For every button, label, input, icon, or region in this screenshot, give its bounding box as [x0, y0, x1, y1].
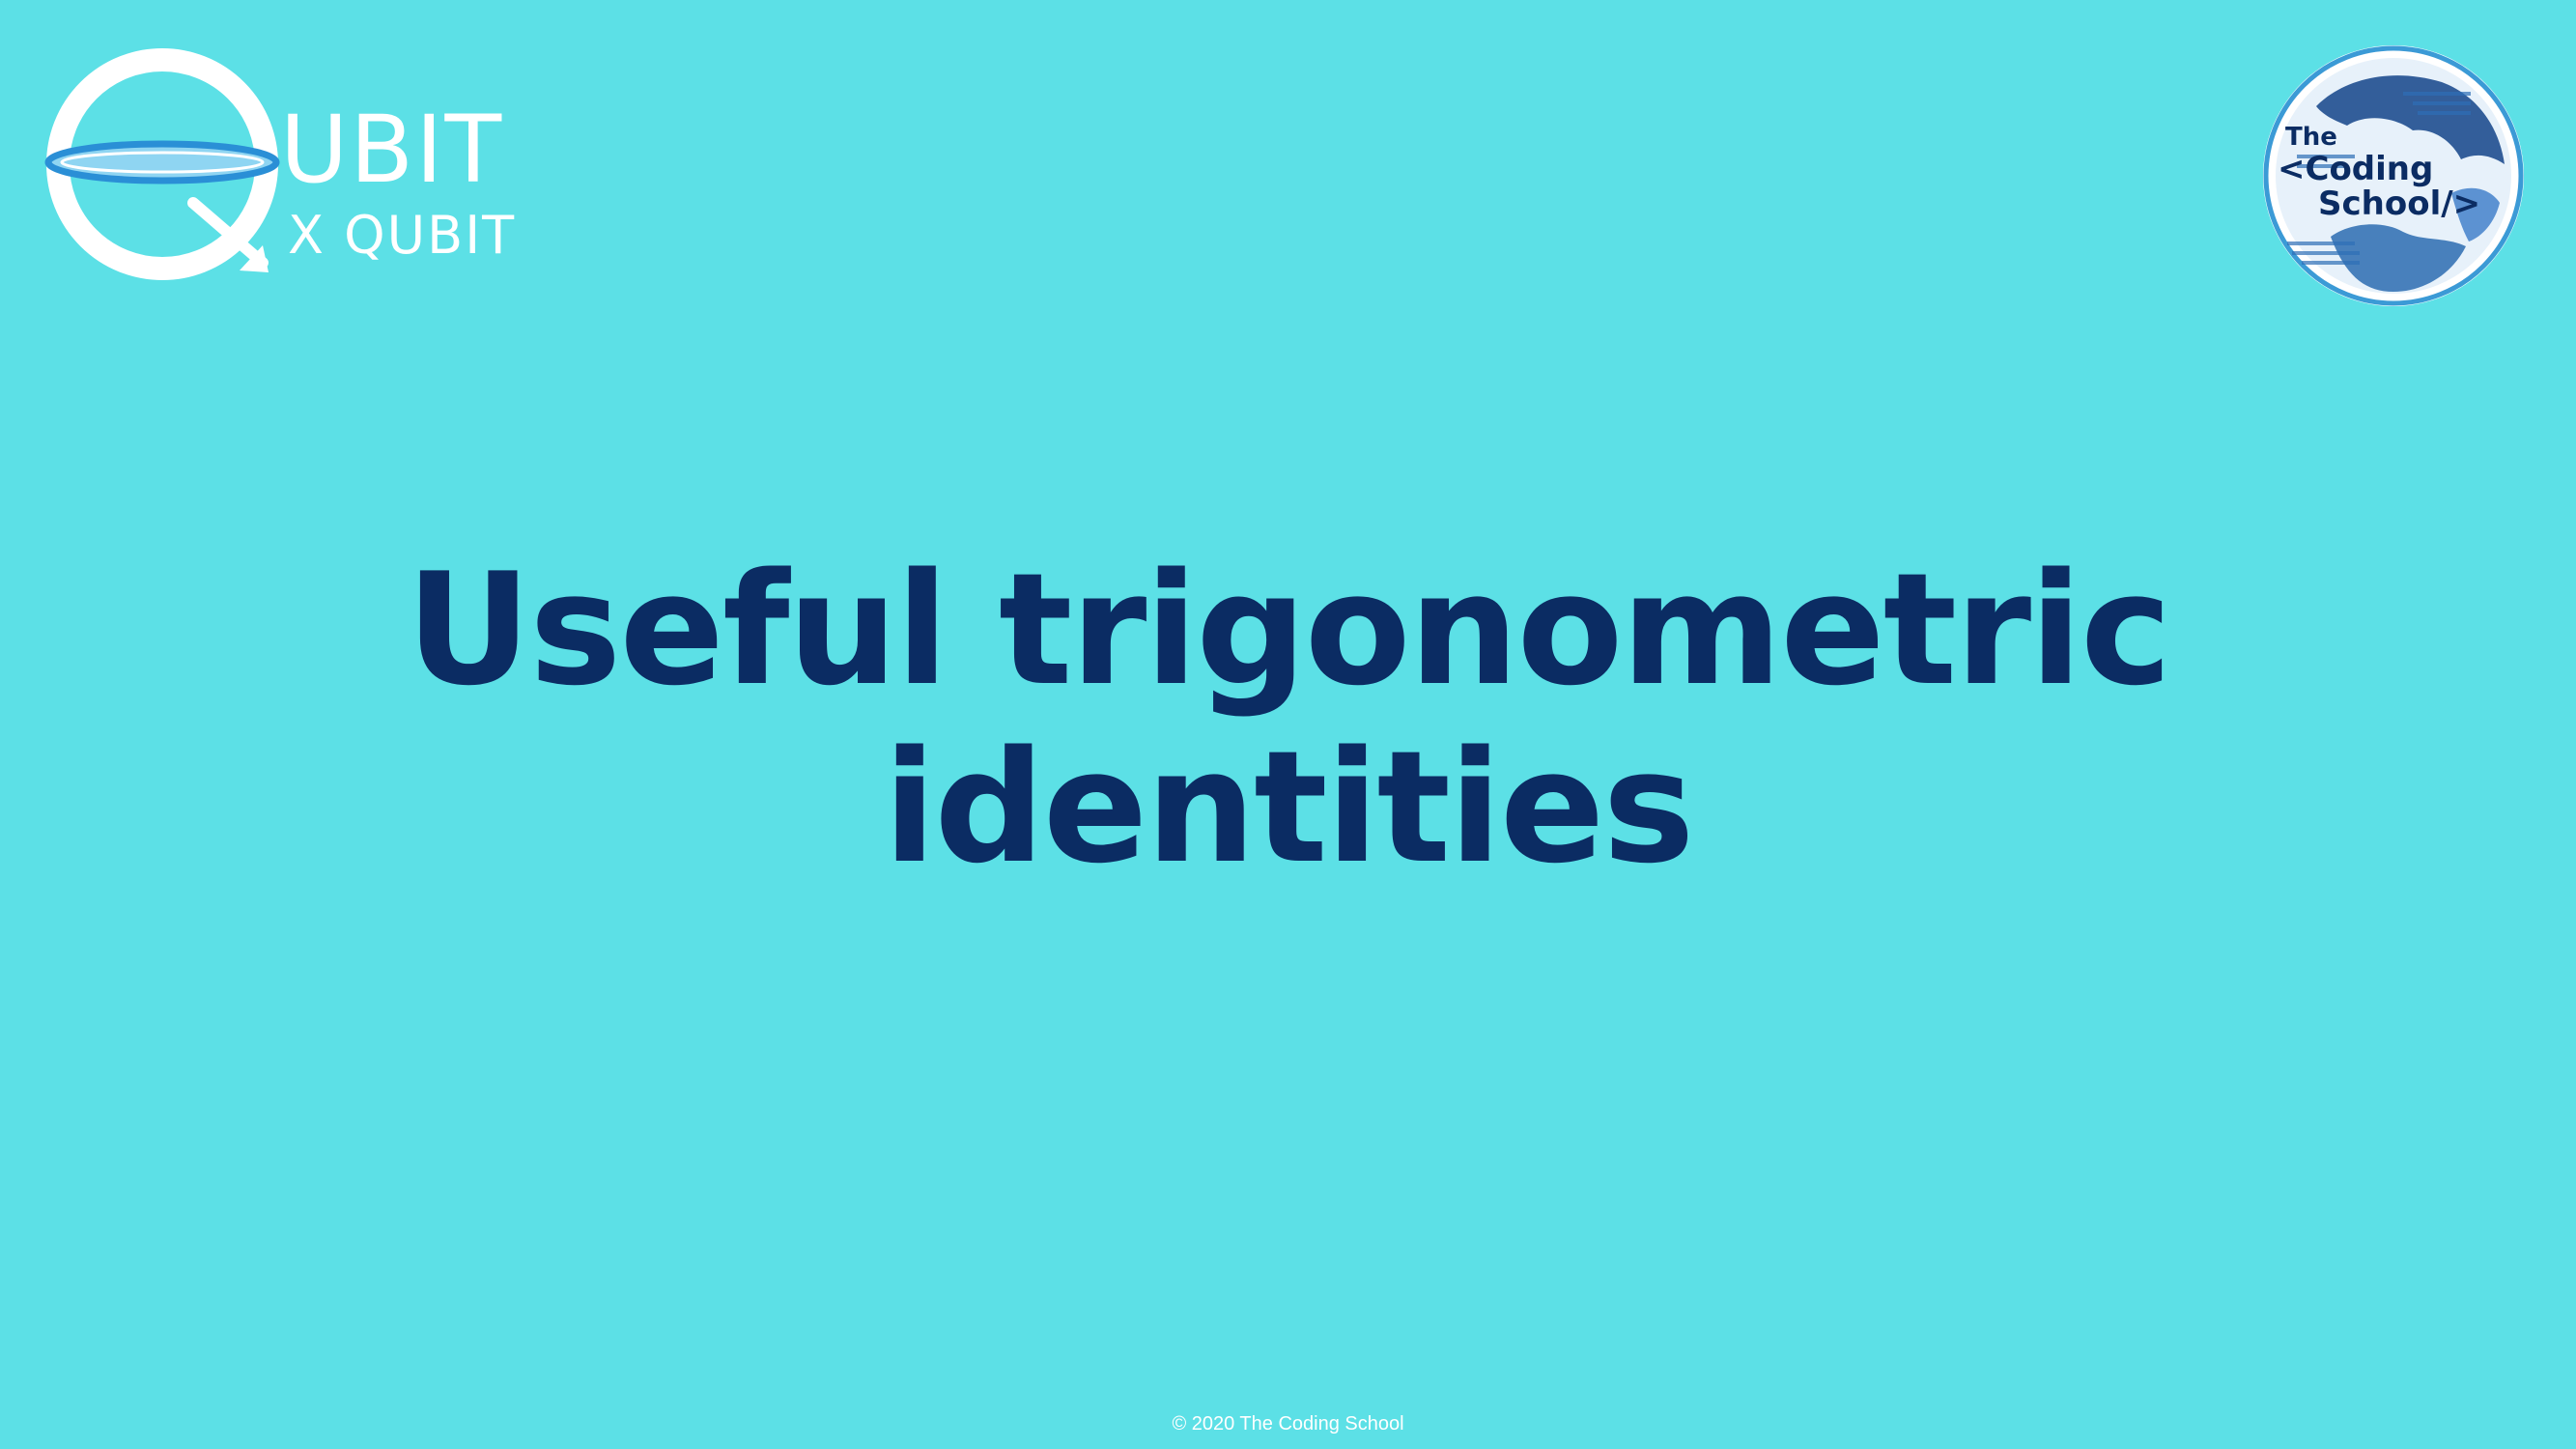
globe-binary-seal-icon: The <Coding School/>	[2263, 45, 2524, 306]
qubit-by-qubit-logo: UBIT X QUBIT	[39, 48, 580, 290]
qubit-q-orbit-icon: UBIT X QUBIT	[44, 48, 516, 280]
qubit-logo-primary-text: UBIT	[280, 96, 503, 204]
coding-school-logo-line-1: The	[2285, 123, 2337, 152]
copyright-footer: © 2020 The Coding School	[1172, 1413, 1404, 1435]
slide-title: Useful trigonometric identities	[0, 541, 2576, 896]
slide-title-line-1: Useful trigonometric	[406, 539, 2172, 720]
coding-school-logo: The <Coding School/>	[2258, 39, 2529, 314]
slide-title-line-2: identities	[883, 717, 1694, 897]
qubit-logo-secondary-text: X QUBIT	[288, 205, 516, 266]
coding-school-logo-line-2: <Coding	[2278, 150, 2433, 188]
coding-school-logo-line-3: School/>	[2318, 185, 2480, 223]
